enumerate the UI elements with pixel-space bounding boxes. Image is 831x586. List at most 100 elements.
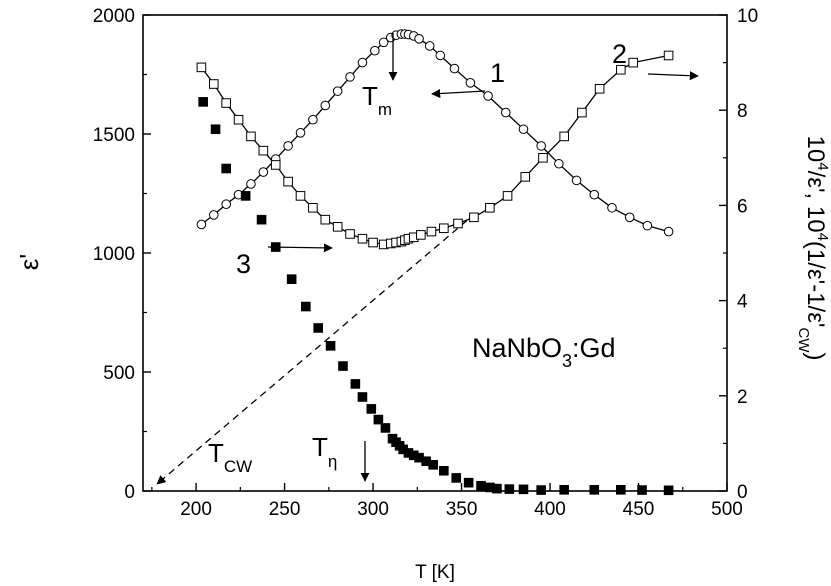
tcw-label: TCW <box>208 438 252 476</box>
y-right-tick-label: 10 <box>737 6 758 27</box>
tm-label-main: T <box>362 81 378 111</box>
data-point <box>283 141 293 151</box>
data-point <box>476 480 486 491</box>
compound-label-sub: 3 <box>562 351 572 371</box>
data-point <box>469 212 479 223</box>
data-point <box>536 485 546 495</box>
data-point <box>520 172 531 182</box>
data-point <box>398 444 408 455</box>
data-point <box>500 107 511 118</box>
compound-label-tail: :Gd <box>572 333 616 363</box>
data-point <box>426 226 437 237</box>
data-point <box>196 62 207 73</box>
series-2-label: 2 <box>612 39 627 69</box>
teta-label: Tη <box>312 432 337 471</box>
data-point <box>338 361 348 371</box>
data-point <box>210 124 221 135</box>
y-right-tick-label: 0 <box>737 482 748 503</box>
data-point <box>504 484 515 494</box>
data-point <box>453 218 463 229</box>
data-point <box>320 100 331 111</box>
data-point <box>518 124 529 135</box>
x-tick-label: 400 <box>534 499 566 520</box>
tcw-label-sub: CW <box>224 457 252 476</box>
data-point <box>370 45 380 56</box>
data-point <box>414 34 424 44</box>
data-point <box>246 131 256 142</box>
series-layer <box>196 29 674 496</box>
data-point <box>270 160 281 170</box>
data-point <box>451 473 462 483</box>
y-right-tick-label: 4 <box>737 292 748 313</box>
data-point <box>196 219 207 230</box>
y-right-title-part-2: /ε', 10 <box>802 171 829 233</box>
data-point <box>421 456 431 467</box>
data-point <box>518 484 529 495</box>
data-point <box>554 158 564 169</box>
data-point <box>538 153 548 163</box>
data-point <box>221 163 231 174</box>
data-point <box>332 86 343 96</box>
y-left-axis-title: ε' <box>14 254 44 271</box>
data-point <box>295 128 306 138</box>
data-point <box>366 404 377 414</box>
data-point <box>308 202 318 213</box>
data-point <box>559 485 569 495</box>
data-point <box>208 79 219 89</box>
tm-label-sub: m <box>378 100 392 119</box>
data-point <box>428 460 439 470</box>
y-right-tick-label: 6 <box>737 196 748 217</box>
data-point <box>492 483 502 494</box>
data-point <box>589 485 600 495</box>
data-point <box>465 78 476 88</box>
data-point <box>295 191 306 201</box>
data-point <box>616 64 626 75</box>
data-point <box>439 223 449 234</box>
y-right-title-part-4: (1/ε'-1/ε' <box>802 241 829 328</box>
tcw-label-main: T <box>208 438 224 468</box>
y-right-tick-label: 8 <box>737 101 748 122</box>
y-left-tick-label: 2000 <box>93 6 135 27</box>
data-point <box>233 114 244 125</box>
data-point <box>283 176 293 187</box>
data-point <box>380 423 391 433</box>
data-point <box>240 191 251 201</box>
x-tick-label: 300 <box>357 499 389 520</box>
teta-label-sub: η <box>328 452 337 471</box>
data-point <box>357 233 368 244</box>
data-point <box>463 477 474 488</box>
data-point <box>577 107 587 118</box>
data-point <box>628 57 639 68</box>
x-tick-label: 500 <box>711 499 743 520</box>
data-point <box>449 63 460 74</box>
data-point <box>435 50 446 61</box>
y-right-title-part-1: 4 <box>814 162 831 170</box>
data-point <box>357 392 368 402</box>
tm-label: Tm <box>362 81 392 119</box>
data-point <box>663 226 674 237</box>
data-point <box>642 220 653 231</box>
series-2-line <box>200 54 669 246</box>
data-point <box>313 323 323 333</box>
curie-weiss-line <box>156 220 468 485</box>
series-3-label: 3 <box>236 249 251 279</box>
data-point <box>373 414 384 425</box>
data-point <box>408 450 419 461</box>
data-point <box>483 91 493 101</box>
data-point <box>286 274 297 284</box>
compound-label: NaNbO3:Gd <box>472 333 616 371</box>
data-point <box>258 167 269 177</box>
data-point <box>345 229 355 239</box>
y-left-tick-label: 500 <box>103 363 135 384</box>
data-point <box>416 230 426 240</box>
data-point <box>198 97 208 107</box>
data-point <box>403 448 414 458</box>
data-point <box>439 465 449 476</box>
cw-line-layer <box>156 220 468 485</box>
data-point <box>378 37 389 48</box>
data-point <box>637 485 647 495</box>
y-right-title-part-0: 10 <box>802 136 829 163</box>
x-tick-label: 450 <box>623 499 655 520</box>
data-point <box>320 214 331 225</box>
